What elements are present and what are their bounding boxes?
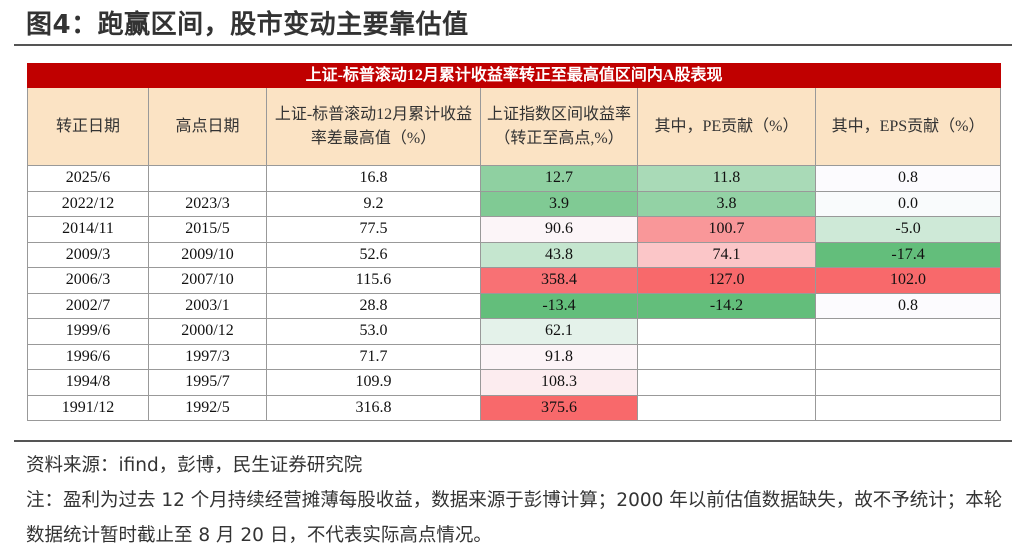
cell [637,394,816,421]
data-row: 2022/12 2023/3 9.2 3.9 3.8 0.0 [27,190,1002,217]
cell: 2009/3 [27,241,149,268]
cell: 16.8 [266,165,481,192]
data-row: 1994/8 1995/7 109.9 108.3 [27,369,1002,396]
data-row: 1996/6 1997/3 71.7 91.8 [27,343,1002,370]
cell: 90.6 [480,216,638,243]
cell: 28.8 [266,292,481,319]
table: 上证-标普滚动12月累计收益率转正至最高值区间内A股表现 转正日期 高点日期 上证-… [26,63,1002,421]
cell: 2006/3 [27,267,149,294]
cell: 0.8 [814,292,1002,319]
column-header: 上证-标普滚动12月累计收益率差最高值（%） [266,87,481,166]
cell [637,369,816,396]
data-row: 1991/12 1992/5 316.8 375.6 [27,394,1002,421]
data-row: 2014/11 2015/5 77.5 90.6 100.7 -5.0 [27,216,1002,243]
table-body: 上证-标普滚动12月累计收益率转正至最高值区间内A股表现 转正日期 高点日期 上证-… [26,63,1002,421]
column-header: 高点日期 [148,87,267,166]
data-row: 2002/7 2003/1 28.8 -13.4 -14.2 0.8 [27,292,1002,319]
data-row: 2009/3 2009/10 52.6 43.8 74.1 -17.4 [27,241,1002,268]
cell: 1994/8 [27,369,149,396]
cell: 2009/10 [148,241,267,268]
table-caption-row: 上证-标普滚动12月累计收益率转正至最高值区间内A股表现 [26,63,1002,88]
cell: 1991/12 [27,394,149,421]
cell: 71.7 [266,343,481,370]
cell: 1995/7 [148,369,267,396]
cell: 2002/7 [27,292,149,319]
cell [637,318,816,345]
cell: 127.0 [637,267,816,294]
cell [814,369,1002,396]
cell: -17.4 [814,241,1002,268]
cell: 316.8 [266,394,481,421]
data-row: 2025/6 16.8 12.7 11.8 0.8 [27,165,1002,192]
cell: 0.8 [814,165,1002,192]
cell: 2022/12 [27,190,149,217]
cell: 2015/5 [148,216,267,243]
cell: 3.8 [637,190,816,217]
cell: 108.3 [480,369,638,396]
cell: -5.0 [814,216,1002,243]
top-rule [14,44,1012,46]
cell: 2003/1 [148,292,267,319]
cell [637,343,816,370]
cell: 91.8 [480,343,638,370]
cell [148,165,267,192]
figure-title: 图4：跑赢区间，股市变动主要靠估值 [26,10,469,40]
cell [814,343,1002,370]
cell: -13.4 [480,292,638,319]
cell: 2014/11 [27,216,149,243]
data-row: 1999/6 2000/12 53.0 62.1 [27,318,1002,345]
column-header: 转正日期 [27,87,149,166]
cell: 53.0 [266,318,481,345]
cell: 2025/6 [27,165,149,192]
cell: 2000/12 [148,318,267,345]
cell: 9.2 [266,190,481,217]
cell: 358.4 [480,267,638,294]
cell [814,394,1002,421]
cell: 0.0 [814,190,1002,217]
column-header: 上证指数区间收益率（转正至高点,%） [480,87,638,166]
note: 注：盈利为过去 12 个月持续经营摊薄每股收益，数据来源于彭博计算；2000 年… [26,490,1003,546]
cell: 62.1 [480,318,638,345]
cell: 3.9 [480,190,638,217]
cell: 74.1 [637,241,816,268]
cell: 1996/6 [27,343,149,370]
header-row: 转正日期 高点日期 上证-标普滚动12月累计收益率差最高值（%） 上证指数区间收益率（… [27,87,1002,166]
cell: 11.8 [637,165,816,192]
cell: 1992/5 [148,394,267,421]
cell: 109.9 [266,369,481,396]
cell: 115.6 [266,267,481,294]
cell: 375.6 [480,394,638,421]
cell: -14.2 [637,292,816,319]
source: 资料来源：ifind，彭博，民生证券研究院 [26,455,363,476]
cell [814,318,1002,345]
cell: 100.7 [637,216,816,243]
cell: 12.7 [480,165,638,192]
cell: 1997/3 [148,343,267,370]
cell: 1999/6 [27,318,149,345]
cell: 102.0 [814,267,1002,294]
bottom-rule [14,440,1012,442]
column-header: 其中，PE贡献（%） [637,87,816,166]
table-caption: 上证-标普滚动12月累计收益率转正至最高值区间内A股表现 [26,63,1002,88]
cell: 2007/10 [148,267,267,294]
cell: 43.8 [480,241,638,268]
cell: 2023/3 [148,190,267,217]
column-header: 其中，EPS贡献（%） [814,87,1002,166]
data-row: 2006/3 2007/10 115.6 358.4 127.0 102.0 [27,267,1002,294]
cell: 52.6 [266,241,481,268]
cell: 77.5 [266,216,481,243]
